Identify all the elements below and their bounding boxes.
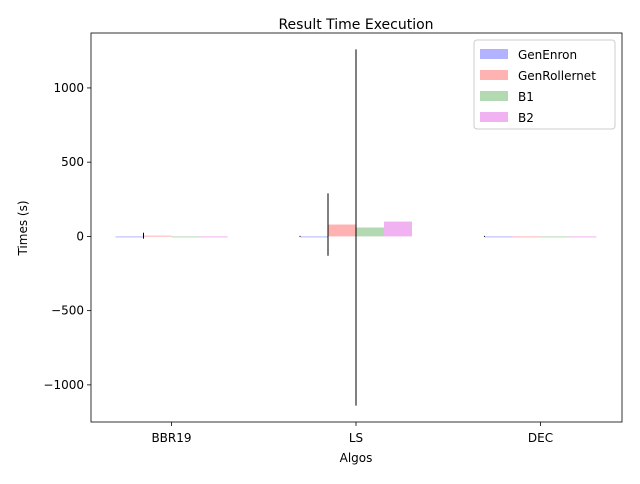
x-tick-label-bbr19: BBR19 (151, 431, 191, 445)
bar-b2-dec (568, 236, 597, 238)
bar-genrollernet-bbr19 (143, 235, 172, 237)
error-bars-layer (143, 49, 485, 406)
legend-label-genrollernet: GenRollernet (518, 69, 596, 83)
legend-label-b2: B2 (518, 111, 534, 125)
legend-frame (473, 39, 616, 130)
bar-genrollernet-dec (512, 236, 541, 238)
y-tick-label: 0 (76, 229, 84, 243)
bars-layer (115, 221, 597, 238)
legend-swatch-genrollernet (480, 70, 508, 80)
y-tick-label: 500 (61, 155, 84, 169)
x-tick-label-ls: LS (349, 431, 363, 445)
legend: GenEnron GenRollernet B1 B2 (473, 39, 616, 130)
x-tick-label-dec: DEC (528, 431, 553, 445)
legend-label-b1: B1 (518, 90, 534, 104)
legend-swatch-genenron (480, 49, 508, 59)
chart-title: Result Time Execution (278, 17, 433, 33)
x-axis: BBR19 LS DEC (151, 422, 553, 445)
bar-b2-bbr19 (199, 236, 228, 238)
legend-swatch-b1 (480, 91, 508, 101)
bar-genenron-ls (300, 236, 328, 238)
plot-area-frame (90, 32, 623, 423)
y-axis-label: Times (s) (16, 200, 30, 256)
bar-genrollernet-ls (328, 224, 356, 237)
bar-genenron-bbr19 (115, 236, 144, 238)
legend-swatch-b2 (480, 112, 508, 122)
y-axis: −1000 −500 0 500 1000 (43, 81, 91, 392)
y-tick-label: 1000 (53, 81, 84, 95)
bar-b2-ls (384, 221, 412, 237)
y-tick-label: −1000 (43, 378, 84, 392)
bar-b1-dec (540, 236, 569, 238)
bar-genenron-dec (484, 236, 513, 238)
bar-b1-ls (356, 227, 384, 237)
bar-b1-bbr19 (171, 236, 200, 238)
y-tick-label: −500 (51, 304, 84, 318)
x-axis-label: Algos (340, 451, 373, 465)
legend-label-genenron: GenEnron (518, 48, 577, 62)
